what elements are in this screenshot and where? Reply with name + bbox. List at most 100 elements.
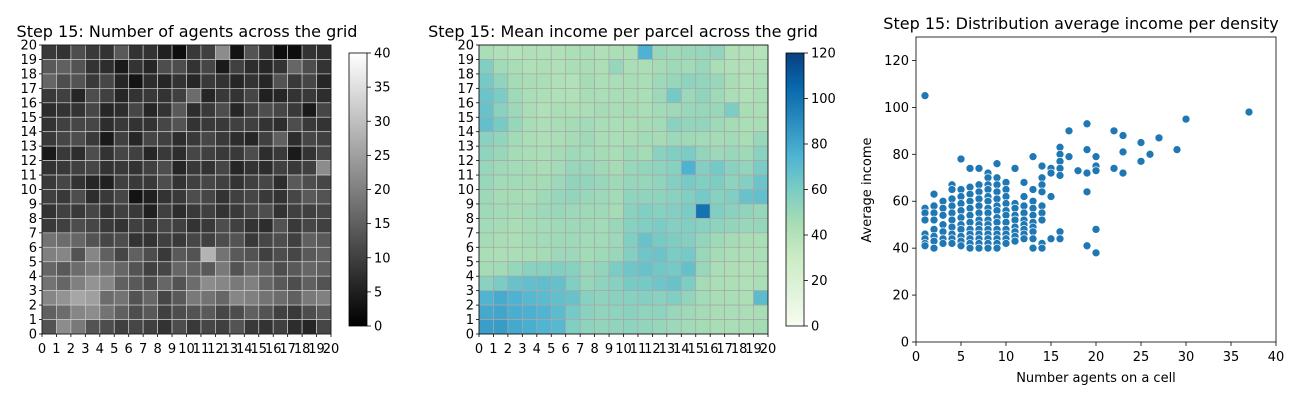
income-heatmap-cell [521, 275, 538, 292]
income-heatmap-cell [680, 218, 697, 234]
agents-heatmap-cell [84, 275, 101, 292]
agents-heatmap-y-tick-label: 14 [20, 125, 37, 140]
agents-heatmap-cell [157, 145, 173, 161]
income-heatmap-cell [724, 145, 740, 161]
agents-heatmap-cell [272, 246, 289, 263]
agents-heatmap-cell [84, 304, 101, 320]
income-heatmap-cell [594, 218, 610, 234]
income-heatmap-cell [652, 261, 668, 277]
agents-heatmap-cell [272, 174, 289, 190]
income-heatmap-cell [623, 73, 639, 89]
income-heatmap-cell [637, 246, 653, 263]
income-heatmap-cell [536, 290, 552, 306]
agents-heatmap-cell [128, 319, 144, 335]
income-heatmap-cell [594, 131, 610, 147]
income-heatmap-cell [753, 102, 769, 118]
agents-heatmap-x-tick-label: 2 [67, 342, 75, 357]
agents-heatmap-cell [41, 131, 57, 147]
agents-heatmap-cell [200, 102, 216, 118]
income-heatmap-axes: 0 1 2 3 4 5 6 7 8 9 101112131415161718192001234567… [457, 39, 776, 358]
agents-heatmap-cell [70, 116, 86, 133]
income-heatmap-cell [608, 145, 624, 161]
income-heatmap-cell [666, 203, 682, 219]
income-colorbar [785, 52, 805, 327]
agents-heatmap-cell [128, 275, 144, 292]
scatter-point [920, 91, 930, 101]
agents-heatmap-cell [142, 87, 158, 104]
income-heatmap-cell [666, 102, 682, 118]
agents-heatmap-cell [229, 203, 245, 219]
agents-heatmap-cell [229, 160, 245, 176]
income-heatmap-cell [521, 145, 538, 161]
income-heatmap-cell [709, 261, 726, 277]
income-heatmap-cell [709, 145, 726, 161]
agents-heatmap-cell [84, 189, 101, 205]
income-heatmap-cell [608, 232, 624, 248]
income-heatmap-cell [565, 160, 581, 176]
income-heatmap-cell [738, 73, 754, 89]
income-heatmap-cell [478, 218, 494, 234]
income-heatmap-cell [493, 44, 509, 60]
agents-heatmap-cell [186, 203, 202, 219]
agents-heatmap-cell [186, 261, 202, 277]
agents-heatmap-x-tick-label: 8 [153, 342, 161, 357]
agents-heatmap-cell [301, 131, 317, 147]
income-heatmap-cell [594, 87, 610, 104]
income-heatmap-cell [608, 174, 624, 190]
income-heatmap-cell [680, 73, 697, 89]
income-heatmap-cell [507, 174, 523, 190]
scatter-point [983, 243, 993, 253]
agents-heatmap-cell [84, 246, 101, 263]
agents-heatmap-cell [128, 73, 144, 89]
income-heatmap-cell [493, 116, 509, 133]
agents-heatmap-cell [84, 102, 101, 118]
income-heatmap-cell [507, 131, 523, 147]
income-heatmap-cell [709, 304, 726, 320]
income-heatmap-cell [507, 73, 523, 89]
agents-heatmap-cell [186, 232, 202, 248]
scatter-point [974, 164, 984, 173]
income-heatmap-cell [709, 174, 726, 190]
agents-heatmap-cell [215, 73, 231, 89]
income-heatmap-cell [709, 59, 726, 75]
agents-heatmap-cell [41, 246, 57, 263]
agents-heatmap-cell [56, 189, 72, 205]
income-heatmap-cell [666, 275, 682, 292]
agents-heatmap-cell [301, 73, 317, 89]
agents-heatmap-cell [70, 160, 86, 176]
income-heatmap-cell [594, 102, 610, 118]
agents-heatmap-cell [215, 145, 231, 161]
agents-heatmap-x-tick-label: 11 [193, 342, 210, 357]
agents-heatmap-cell [272, 131, 289, 147]
income-heatmap-cell [608, 304, 624, 320]
agents-heatmap-cell [243, 189, 260, 205]
income-heatmap-cell [652, 44, 668, 60]
agents-heatmap-cell [301, 232, 317, 248]
agents-heatmap-x-tick-label: 0 [38, 342, 46, 357]
agents-heatmap-cell [70, 290, 86, 306]
income-heatmap-cell [536, 145, 552, 161]
agents-heatmap-cell [56, 73, 72, 89]
agents-heatmap-cell [316, 145, 332, 161]
agents-heatmap-cell [56, 203, 72, 219]
income-heatmap-cell [608, 160, 624, 176]
agents-heatmap-cell [113, 275, 130, 292]
income-heatmap-cell [623, 59, 639, 75]
income-heatmap-cell [550, 290, 567, 306]
agents-heatmap-cell [229, 174, 245, 190]
agents-heatmap-cell [171, 174, 187, 190]
agents-heatmap-cell [99, 102, 115, 118]
income-heatmap-cell [695, 275, 711, 292]
income-heatmap-y-tick-label: 1 [466, 313, 474, 328]
agents-heatmap-cell [243, 290, 260, 306]
agents-heatmap-x-tick-label: 3 [81, 342, 89, 357]
agents-heatmap-colorbar-tick-label: 5 [374, 285, 382, 300]
income-heatmap-cell [623, 232, 639, 248]
income-heatmap-cell [680, 232, 697, 248]
income-heatmap-cell [550, 246, 567, 263]
income-heatmap-cell [637, 116, 653, 133]
agents-heatmap-cell [157, 174, 173, 190]
agents-heatmap-x-tick-label: 13 [222, 342, 239, 357]
income-heatmap-cell [478, 304, 494, 320]
income-heatmap-cell [753, 261, 769, 277]
